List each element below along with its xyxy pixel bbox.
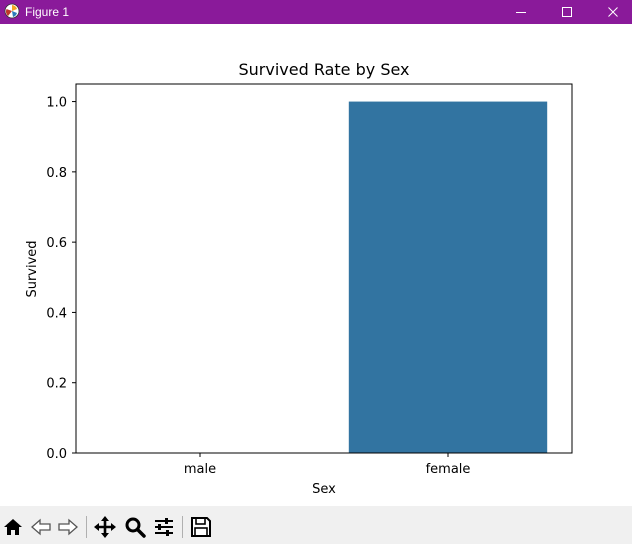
figure-canvas: 0.0 0.2 0.4 0.6 0.8 1.0 male female Survived R… xyxy=(0,24,632,506)
back-button[interactable] xyxy=(28,514,54,540)
maximize-button[interactable] xyxy=(544,0,590,24)
minimize-button[interactable] xyxy=(498,0,544,24)
y-tick-label: 0.2 xyxy=(46,377,67,392)
pan-move-icon xyxy=(94,516,116,538)
toolbar-separator xyxy=(182,516,183,538)
y-tick-label: 0.0 xyxy=(46,447,67,462)
configure-subplots-button[interactable] xyxy=(151,514,177,540)
forward-arrow-icon xyxy=(58,518,78,536)
save-floppy-icon xyxy=(191,517,211,537)
back-arrow-icon xyxy=(31,518,51,536)
window-titlebar: Figure 1 xyxy=(0,0,632,24)
minimize-icon xyxy=(516,12,526,13)
y-axis-ticks: 0.0 0.2 0.4 0.6 0.8 1.0 xyxy=(46,96,76,462)
forward-button[interactable] xyxy=(55,514,81,540)
zoom-magnifier-icon xyxy=(125,517,146,538)
save-button[interactable] xyxy=(188,514,214,540)
toolbar-separator xyxy=(86,516,87,538)
window-title: Figure 1 xyxy=(25,5,70,19)
navigation-toolbar xyxy=(0,506,632,544)
y-tick-label: 0.8 xyxy=(46,166,67,181)
y-tick-label: 1.0 xyxy=(46,96,67,111)
x-tick-label: female xyxy=(426,462,471,477)
x-axis-label: Sex xyxy=(312,482,336,497)
zoom-button[interactable] xyxy=(122,514,148,540)
matplotlib-logo-icon xyxy=(4,3,20,19)
home-icon xyxy=(4,519,22,535)
bar-chart: 0.0 0.2 0.4 0.6 0.8 1.0 male female Survived R… xyxy=(25,60,573,497)
x-tick-label: male xyxy=(184,462,216,477)
close-button[interactable] xyxy=(590,0,632,24)
bars-group xyxy=(348,101,548,454)
maximize-icon xyxy=(562,7,572,17)
x-axis-ticks: male female xyxy=(184,453,471,477)
y-axis-label: Survived xyxy=(25,240,40,297)
plot-area-frame xyxy=(75,83,573,454)
chart-title: Survived Rate by Sex xyxy=(238,60,409,79)
home-button[interactable] xyxy=(0,514,26,540)
pan-button[interactable] xyxy=(92,514,118,540)
y-tick-label: 0.4 xyxy=(46,306,67,321)
close-icon xyxy=(608,7,618,17)
y-tick-label: 0.6 xyxy=(46,236,67,251)
configure-subplots-icon xyxy=(155,518,173,536)
bar-female xyxy=(348,101,548,454)
